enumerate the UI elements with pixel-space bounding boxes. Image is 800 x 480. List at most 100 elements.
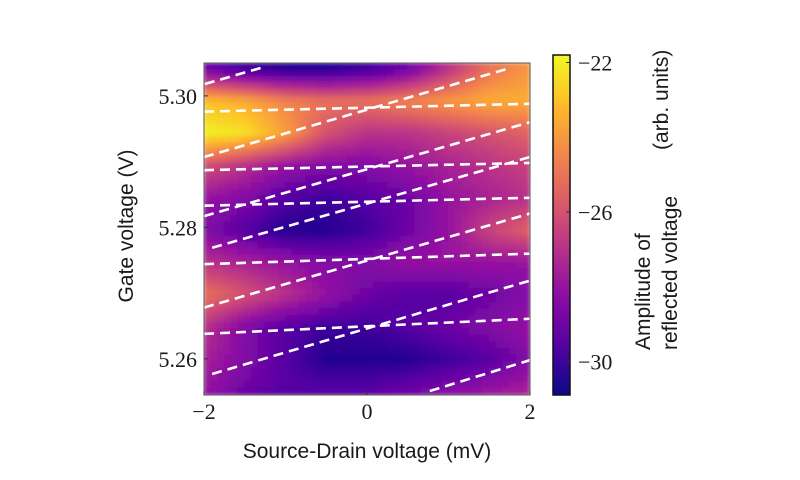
heatmap-cell [414, 175, 423, 184]
heatmap-cell [481, 294, 490, 303]
heatmap-cell [237, 361, 246, 370]
heatmap-cell [420, 274, 429, 283]
heatmap-cell [502, 288, 511, 297]
heatmap-cell [271, 235, 280, 243]
heatmap-cell [468, 168, 477, 177]
heatmap-cell [522, 248, 530, 257]
heatmap-cell [400, 215, 409, 224]
heatmap-cell [488, 221, 497, 230]
heatmap-cell [386, 195, 395, 204]
heatmap-cell [325, 367, 334, 376]
heatmap-cell [502, 361, 511, 370]
heatmap-cell [420, 182, 429, 190]
heatmap-cell [420, 241, 429, 250]
heatmap-cell [502, 328, 511, 336]
heatmap-cell [502, 294, 511, 303]
heatmap-cell [515, 108, 524, 117]
heatmap-cell [210, 348, 219, 356]
heatmap-cell [352, 374, 361, 383]
heatmap-cell [305, 122, 314, 131]
heatmap-cell [481, 128, 490, 137]
heatmap-cell [434, 215, 443, 224]
heatmap-cell [325, 348, 334, 356]
heatmap-cell [373, 215, 382, 224]
heatmap-cell [414, 122, 423, 131]
heatmap-cell [434, 255, 443, 263]
heatmap-cell [441, 308, 450, 317]
heatmap-cell [346, 102, 355, 111]
heatmap-cell [223, 221, 232, 230]
heatmap-cell [400, 195, 409, 204]
heatmap-cell [502, 221, 511, 230]
heatmap-cell [352, 241, 361, 250]
heatmap-cell [217, 288, 226, 297]
heatmap-cell [468, 354, 477, 363]
heatmap-cell [373, 367, 382, 376]
heatmap-cell [312, 274, 321, 283]
heatmap-cell [427, 334, 436, 343]
heatmap-cell [278, 255, 287, 263]
heatmap-cell [407, 374, 416, 383]
heatmap-cell [217, 95, 226, 104]
heatmap-cell [522, 148, 530, 157]
heatmap-cell [237, 261, 246, 270]
heatmap-cell [325, 261, 334, 270]
heatmap-cell [244, 188, 253, 197]
heatmap-cell [468, 208, 477, 217]
heatmap-cell [481, 268, 490, 277]
heatmap-cell [393, 361, 402, 370]
heatmap-cell [264, 195, 273, 204]
heatmap-cell [230, 128, 239, 137]
heatmap-cell [325, 255, 334, 263]
heatmap-cell [400, 122, 409, 131]
heatmap-cell [515, 82, 524, 91]
heatmap-cell [352, 361, 361, 370]
heatmap-cell [434, 128, 443, 137]
heatmap-cell [373, 115, 382, 124]
heatmap-cell [373, 135, 382, 144]
heatmap-cell [373, 255, 382, 263]
heatmap-cell [509, 241, 518, 250]
heatmap-cell [454, 268, 463, 277]
heatmap-cell [223, 188, 232, 197]
heatmap-cell [359, 381, 368, 390]
heatmap-cell [407, 148, 416, 157]
heatmap-cell [400, 115, 409, 124]
heatmap-cell [251, 268, 260, 277]
heatmap-cell [359, 215, 368, 224]
heatmap-cell [515, 374, 524, 383]
heatmap-cell [346, 341, 355, 350]
heatmap-cell [502, 162, 511, 170]
heatmap-cell [359, 294, 368, 303]
heatmap-cell [522, 135, 530, 144]
heatmap-cell [502, 195, 511, 204]
heatmap-cell [291, 201, 300, 210]
heatmap-cell [285, 228, 293, 237]
heatmap-cell [414, 208, 423, 217]
heatmap-cell [264, 288, 273, 297]
heatmap-cell [318, 188, 327, 197]
heatmap-cell [441, 261, 450, 270]
heatmap-cell [461, 175, 470, 184]
heatmap-cell [386, 261, 395, 270]
heatmap-cell [264, 314, 273, 323]
heatmap-cell [393, 288, 402, 297]
heatmap-cell [509, 95, 518, 104]
heatmap-cell [230, 155, 239, 164]
heatmap-cell [475, 354, 484, 363]
heatmap-cell [204, 69, 212, 77]
heatmap-cell [481, 281, 490, 290]
heatmap-cell [495, 334, 504, 343]
heatmap-cell [407, 228, 416, 237]
heatmap-cell [332, 301, 341, 310]
heatmap-cell [278, 63, 287, 71]
heatmap-cell [522, 341, 530, 350]
heatmap-cell [373, 281, 382, 290]
heatmap-cell [285, 261, 293, 270]
heatmap-cell [346, 387, 355, 395]
heatmap-cell [386, 274, 395, 283]
heatmap-cell [278, 367, 287, 376]
heatmap-cell [237, 63, 246, 71]
heatmap-cell [488, 215, 497, 224]
heatmap-cell [441, 367, 450, 376]
